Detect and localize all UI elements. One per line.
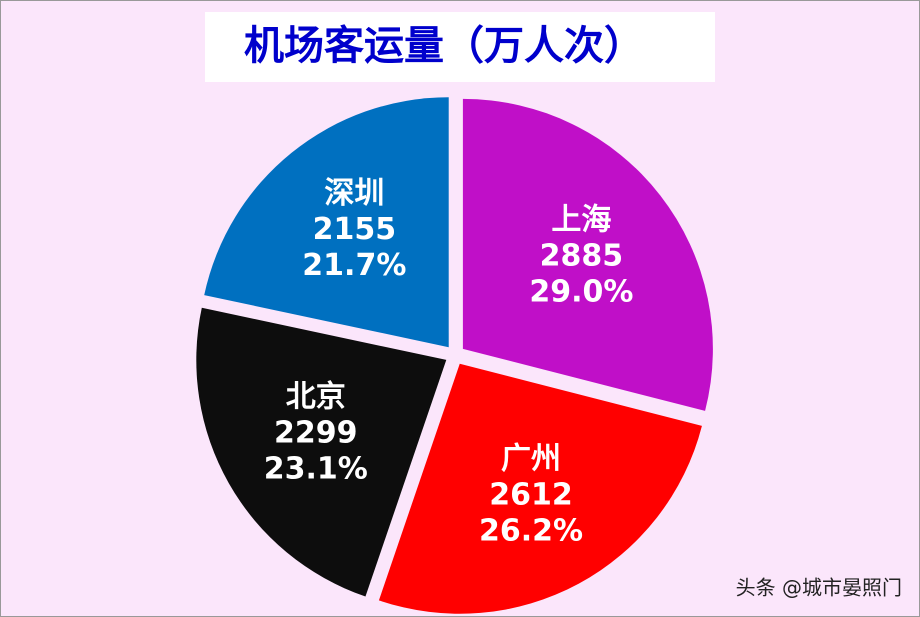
slice-percent: 29.0% <box>529 274 633 309</box>
slice-value: 2885 <box>540 238 624 273</box>
slice-percent: 26.2% <box>479 513 583 548</box>
slice-name: 上海 <box>551 202 611 237</box>
slice-value: 2299 <box>274 415 358 450</box>
slice-percent: 23.1% <box>264 451 368 486</box>
slice-name: 深圳 <box>324 176 384 211</box>
slice-name: 北京 <box>286 379 346 414</box>
chart-title: 机场客运量（万人次） <box>244 23 644 69</box>
slice-value: 2155 <box>313 212 397 247</box>
slice-name: 广州 <box>501 441 561 476</box>
slice-value: 2612 <box>489 477 573 512</box>
title-box <box>205 12 715 82</box>
pie-slice <box>462 98 713 411</box>
pie-slice <box>204 97 449 348</box>
watermark: 头条 @城市晏照门 <box>736 576 902 600</box>
pie-slice <box>378 363 702 614</box>
pie-slice <box>196 307 447 597</box>
slice-percent: 21.7% <box>302 248 406 283</box>
